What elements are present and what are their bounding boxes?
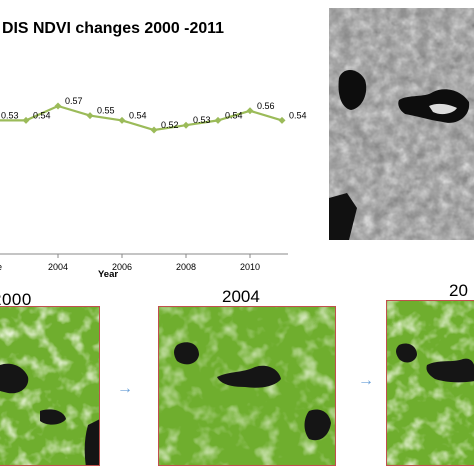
data-label: 0.54 [33,110,51,120]
arrow-icon: → [117,380,133,397]
data-label: 0.54 [225,110,243,120]
year-label-2004: 2004 [222,287,260,306]
ndvi-map-2000 [0,306,100,466]
year-label-partial: 20 [449,281,468,300]
data-label: 0.57 [65,96,83,106]
year-label-2000: 2000 [0,290,32,309]
data-point [182,121,190,129]
data-label: 0.56 [257,101,275,111]
x-tick-label-left-fragment: e [0,262,2,272]
data-label: 0.54 [129,110,147,120]
data-label: 0.53 [1,110,19,120]
data-point [118,116,126,124]
ndvi-map-2004 [158,306,336,466]
data-point [246,107,254,115]
data-point [54,102,62,110]
x-tick-label: 2004 [48,262,68,272]
x-tick-label: 2008 [176,262,196,272]
x-tick-label: 2006 [112,262,132,272]
data-label: 0.53 [193,115,211,125]
x-tick-label: 2010 [240,262,260,272]
ndvi-series-line [0,104,283,132]
chart-title: DIS NDVI changes 2000 -2011 [2,20,224,37]
data-label: 0.55 [97,106,115,116]
x-axis-label: Year [98,269,118,280]
arrow-icon: → [358,372,374,389]
ndvi-series-points: 0.530.530.540.570.550.540.520.530.540.56… [1,96,307,134]
data-point [86,112,94,120]
ndvi-line-chart: DIS NDVI changes 2000 -2011 2004 2006 2008… [0,20,307,280]
satellite-image-grayscale [329,8,474,240]
data-label: 0.52 [161,120,179,130]
data-point [214,116,222,124]
data-point [150,126,158,134]
ndvi-map-20xx [386,300,474,466]
x-axis-ticks: 2004 2006 2008 2010 [48,254,260,272]
data-point [278,116,286,124]
data-point [22,116,30,124]
data-label: 0.54 [289,110,307,120]
